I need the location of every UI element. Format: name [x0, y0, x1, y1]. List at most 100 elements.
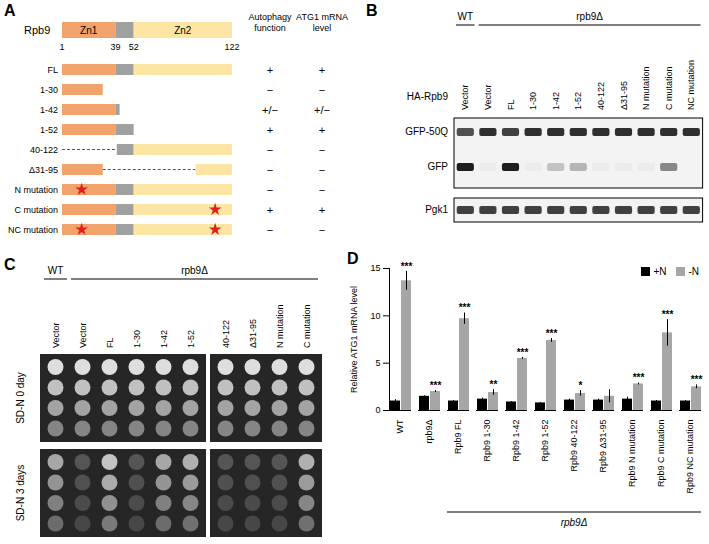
svg-text:***: *** — [662, 309, 674, 320]
svg-text:Rpb9 1-42: Rpb9 1-42 — [511, 420, 521, 462]
svg-text:Rpb9 1-52: Rpb9 1-52 — [540, 420, 550, 462]
svg-text:Vector: Vector — [51, 322, 61, 348]
svg-text:A: A — [4, 2, 16, 19]
svg-text:39: 39 — [110, 42, 120, 52]
svg-text:1-42: 1-42 — [551, 92, 561, 110]
svg-text:1-30: 1-30 — [528, 92, 538, 110]
svg-text:+: + — [267, 64, 273, 76]
svg-text:0: 0 — [375, 405, 380, 415]
svg-text:rpb9Δ: rpb9Δ — [181, 265, 208, 276]
svg-text:FL: FL — [506, 99, 516, 110]
svg-text:1-52: 1-52 — [186, 330, 196, 348]
svg-text:***: *** — [517, 347, 529, 358]
svg-text:NC mutation: NC mutation — [686, 60, 696, 110]
svg-text:Rpb9 1-30: Rpb9 1-30 — [482, 420, 492, 462]
svg-text:Δ31-95: Δ31-95 — [29, 165, 58, 175]
svg-text:Vector: Vector — [78, 322, 88, 348]
svg-text:1-52: 1-52 — [40, 125, 58, 135]
svg-text:−: − — [267, 84, 273, 96]
svg-text:function: function — [254, 23, 286, 33]
svg-text:SD-N 0 day: SD-N 0 day — [15, 372, 26, 424]
svg-text:***: *** — [546, 328, 558, 339]
svg-text:−: − — [319, 84, 325, 96]
svg-text:40-122: 40-122 — [30, 145, 58, 155]
svg-text:−: − — [319, 224, 325, 236]
svg-text:***: *** — [691, 374, 703, 385]
svg-text:FL: FL — [47, 65, 58, 75]
svg-text:SD-N 3 days: SD-N 3 days — [15, 465, 26, 522]
svg-text:Rpb9 NC mutation: Rpb9 NC mutation — [685, 420, 695, 494]
svg-text:N mutation: N mutation — [641, 66, 651, 110]
svg-text:Zn1: Zn1 — [80, 25, 98, 36]
svg-text:level: level — [313, 23, 332, 33]
svg-text:B: B — [366, 2, 378, 19]
svg-text:Δ31-95: Δ31-95 — [619, 81, 629, 110]
svg-text:1-30: 1-30 — [132, 330, 142, 348]
svg-text:1: 1 — [59, 42, 64, 52]
svg-text:***: *** — [430, 380, 442, 391]
svg-text:40-122: 40-122 — [221, 320, 231, 348]
svg-text:***: *** — [401, 261, 413, 272]
svg-text:−: − — [267, 184, 273, 196]
svg-text:C mutation: C mutation — [664, 66, 674, 110]
svg-text:−: − — [267, 144, 273, 156]
svg-text:1-30: 1-30 — [40, 85, 58, 95]
svg-text:52: 52 — [129, 42, 139, 52]
html-text:D: D — [347, 250, 359, 267]
svg-text:Rpb9 N mutation: Rpb9 N mutation — [627, 420, 637, 488]
svg-text:+: + — [319, 124, 325, 136]
svg-text:C: C — [4, 256, 16, 273]
svg-text:40-122: 40-122 — [596, 82, 606, 110]
svg-text:5: 5 — [375, 358, 380, 368]
svg-text:WT: WT — [395, 419, 405, 433]
svg-text:C mutation: C mutation — [14, 205, 58, 215]
svg-text:rpb9Δ: rpb9Δ — [561, 517, 588, 528]
svg-text:15: 15 — [370, 263, 380, 273]
svg-text:C mutation: C mutation — [302, 304, 312, 348]
svg-text:Vector: Vector — [460, 84, 470, 110]
svg-text:GFP: GFP — [427, 161, 448, 172]
svg-text:Δ31-95: Δ31-95 — [248, 319, 258, 348]
svg-text:N mutation: N mutation — [275, 304, 285, 348]
svg-text:ATG1 mRNA: ATG1 mRNA — [296, 12, 348, 22]
svg-text:WT: WT — [48, 265, 64, 276]
svg-text:1-52: 1-52 — [573, 92, 583, 110]
svg-text:Rpb9 40-122: Rpb9 40-122 — [569, 420, 579, 472]
svg-text:FL: FL — [105, 337, 115, 348]
svg-text:rpb9Δ: rpb9Δ — [576, 11, 603, 22]
svg-text:Autophagy: Autophagy — [248, 12, 292, 22]
svg-text:Rpb9 C mutation: Rpb9 C mutation — [656, 420, 666, 488]
svg-text:1-42: 1-42 — [40, 105, 58, 115]
svg-text:−: − — [267, 224, 273, 236]
svg-text:+/−: +/− — [314, 104, 330, 116]
svg-text:−: − — [319, 144, 325, 156]
svg-text:+: + — [319, 204, 325, 216]
svg-text:*: * — [579, 380, 583, 391]
svg-text:HA-Rpb9: HA-Rpb9 — [407, 91, 449, 102]
svg-text:+: + — [267, 124, 273, 136]
svg-text:N mutation: N mutation — [14, 185, 58, 195]
svg-text:−: − — [319, 184, 325, 196]
svg-text:Rpb9 Δ31-95: Rpb9 Δ31-95 — [598, 420, 608, 473]
svg-text:GFP-50Q: GFP-50Q — [405, 126, 448, 137]
svg-text:Zn2: Zn2 — [174, 25, 192, 36]
svg-text:Rpb9: Rpb9 — [24, 24, 50, 36]
svg-text:122: 122 — [224, 42, 239, 52]
svg-text:NC mutation: NC mutation — [8, 225, 58, 235]
svg-text:Pgk1: Pgk1 — [425, 204, 448, 215]
svg-text:rpb9Δ: rpb9Δ — [424, 420, 434, 444]
svg-text:+/−: +/− — [262, 104, 278, 116]
svg-text:***: *** — [633, 372, 645, 383]
svg-text:**: ** — [490, 379, 498, 390]
svg-text:+: + — [319, 64, 325, 76]
svg-text:+: + — [267, 204, 273, 216]
svg-text:WT: WT — [458, 11, 474, 22]
svg-text:Rpb9 FL: Rpb9 FL — [453, 420, 463, 455]
svg-text:−: − — [267, 164, 273, 176]
svg-text:***: *** — [459, 302, 471, 313]
svg-text:1-42: 1-42 — [159, 330, 169, 348]
svg-text:−: − — [319, 164, 325, 176]
svg-text:10: 10 — [370, 311, 380, 321]
svg-text:Vector: Vector — [483, 84, 493, 110]
svg-text:Relative ATG1 mRNA level: Relative ATG1 mRNA level — [349, 286, 359, 393]
